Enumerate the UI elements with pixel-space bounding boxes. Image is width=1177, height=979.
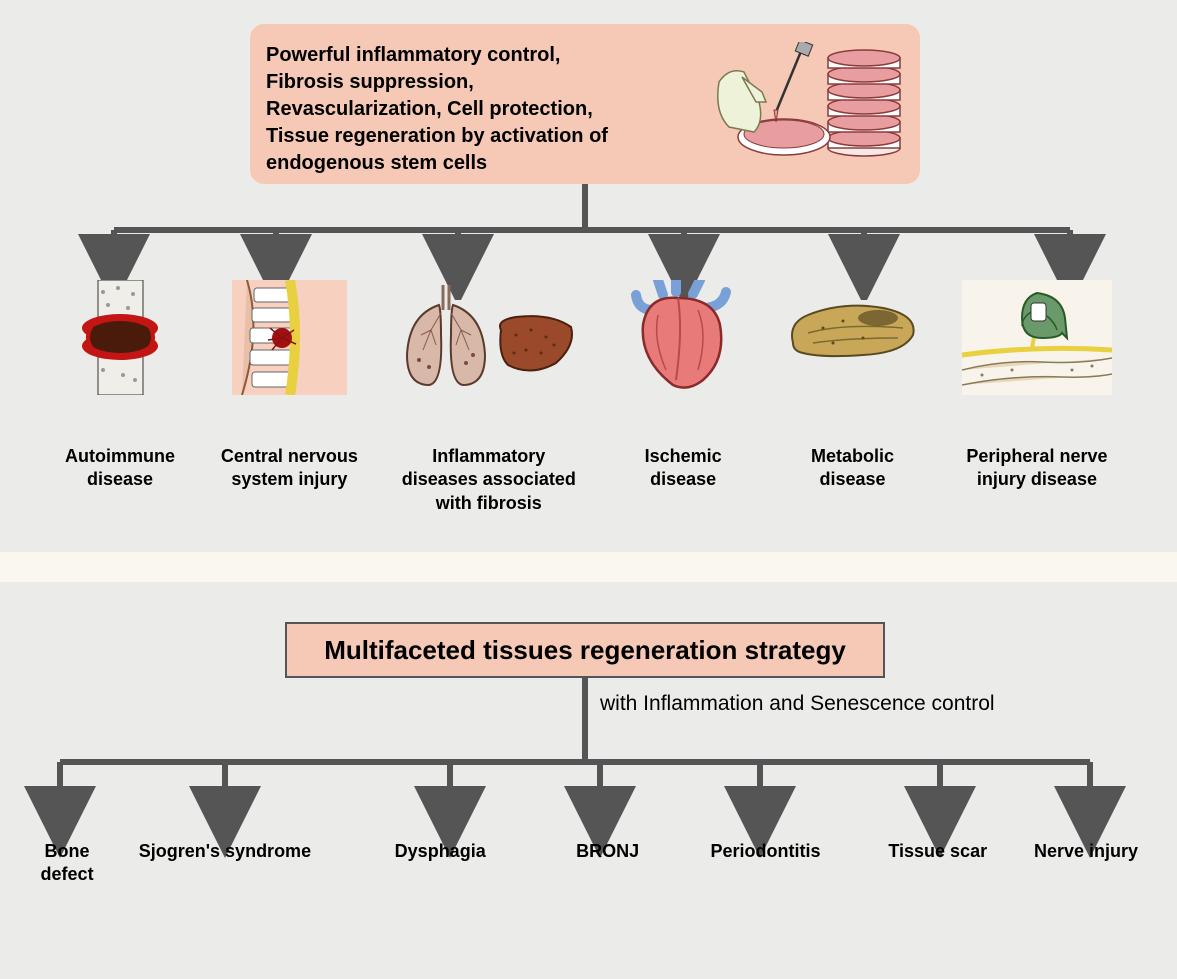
disease-label-0: Autoimmunedisease [65,445,175,492]
lungs_liver-icon [401,280,576,395]
strategy-title-box: Multifaceted tissues regeneration strate… [285,622,885,678]
disease-item-5: Peripheral nerveinjury disease [947,280,1127,515]
top-box-text: Powerful inflammatory control, Fibrosis … [266,42,710,177]
top-line-2: Fibrosis suppression, [266,71,474,93]
condition-item-6: Nerve injury [1019,840,1153,887]
condition-item-5: Tissue scar [856,840,1019,887]
condition-item-3: BRONJ [541,840,675,887]
disease-label-4: Metabolicdisease [811,445,894,492]
disease-item-3: Ischemicdisease [608,280,758,515]
condition-row: BonedefectSjogren's syndromeDysphagiaBRO… [0,840,1177,887]
top-line-5: endogenous stem cells [266,152,487,174]
disease-label-5: Peripheral nerveinjury disease [966,445,1107,492]
panel-gap [0,552,1177,582]
condition-item-4: Periodontitis [675,840,857,887]
top-panel: Powerful inflammatory control, Fibrosis … [0,0,1177,552]
disease-label-2: Inflammatorydiseases associatedwith fibr… [402,445,576,515]
disease-label-3: Ischemicdisease [645,445,722,492]
disease-item-1: Central nervoussystem injury [209,280,369,515]
strategy-title: Multifaceted tissues regeneration strate… [324,635,846,666]
disease-label-1: Central nervoussystem injury [221,445,358,492]
top-line-3: Revascularization, Cell protection, [266,98,593,120]
heart-icon [628,280,738,395]
disease-item-0: Autoimmunedisease [50,280,190,515]
top-description-box: Powerful inflammatory control, Fibrosis … [250,24,920,184]
top-line-4: Tissue regeneration by activation of [266,125,608,147]
pancreas-icon [783,280,923,395]
nerve-icon [962,280,1112,395]
spine-icon [232,280,347,395]
disease-row: Autoimmunedisease Central nervoussystem … [0,280,1177,515]
condition-item-1: Sjogren's syndrome [110,840,340,887]
top-line-1: Powerful inflammatory control, [266,44,560,66]
condition-item-0: Bonedefect [24,840,110,887]
condition-item-2: Dysphagia [340,840,541,887]
petri-dish-icon [714,42,904,167]
disease-item-4: Metabolicdisease [778,280,928,515]
bottom-panel: Multifaceted tissues regeneration strate… [0,582,1177,979]
joint-icon [73,280,168,395]
strategy-sub-label: with Inflammation and Senescence control [600,692,995,716]
disease-item-2: Inflammatorydiseases associatedwith fibr… [389,280,589,515]
